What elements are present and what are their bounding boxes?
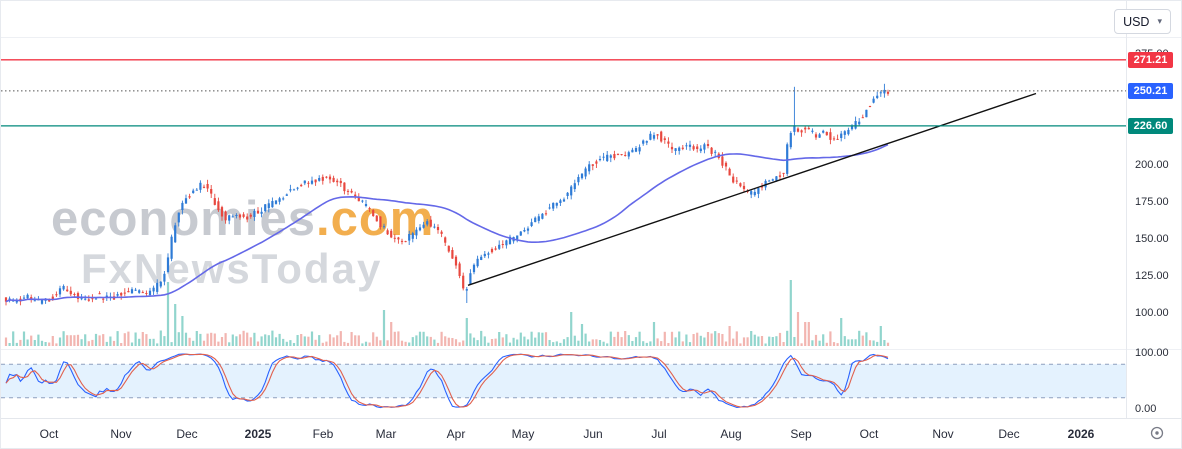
time-axis-label: Nov <box>932 427 954 441</box>
time-axis-label: Mar <box>375 427 397 441</box>
volume-bars <box>4 280 890 346</box>
oscillator-axis-label: 0.00 <box>1135 403 1157 415</box>
oscillator-band <box>1 363 1126 399</box>
stochastic-d-line <box>5 353 889 408</box>
time-axis-label: 2026 <box>1067 427 1095 441</box>
currency-selector[interactable]: USD ▾ <box>1114 9 1171 34</box>
price-chart-canvas[interactable] <box>1 1 1126 418</box>
price-level-badge: 250.21 <box>1128 82 1173 99</box>
oscillator-axis-label: 100.00 <box>1135 347 1169 359</box>
price-axis[interactable]: 275.00200.00175.00150.00125.00100.00100.… <box>1126 1 1181 418</box>
price-axis-label: 150.00 <box>1135 233 1169 246</box>
time-axis-label: Dec <box>998 427 1020 441</box>
candles <box>4 83 890 306</box>
moving-average <box>5 143 889 303</box>
time-axis-label: Apr <box>446 427 466 441</box>
price-level-badge: 271.21 <box>1128 51 1173 68</box>
go-to-realtime-button[interactable] <box>1149 425 1165 441</box>
time-axis-label: Jun <box>583 427 603 441</box>
price-level-badge: 226.60 <box>1128 117 1173 134</box>
trendline-layer[interactable] <box>467 92 1037 286</box>
price-axis-label: 175.00 <box>1135 196 1169 209</box>
time-axis-label: Dec <box>176 427 198 441</box>
price-axis-label: 125.00 <box>1135 270 1169 283</box>
price-axis-label: 100.00 <box>1135 307 1169 320</box>
price-level-lines[interactable] <box>1 59 1126 127</box>
oscillator-lines <box>5 353 889 409</box>
time-axis[interactable]: Oct Nov Dec 2025 Feb Mar Apr May Jun Jul Aug Sep Oct… <box>1 418 1181 448</box>
target-circle-icon <box>1150 426 1164 440</box>
currency-selector-value: USD <box>1123 14 1150 29</box>
time-axis-label: Oct <box>39 427 59 441</box>
time-axis-label: Oct <box>859 427 879 441</box>
time-axis-label: Aug <box>720 427 742 441</box>
pane-separator <box>1 349 1181 350</box>
topbar-separator <box>1 37 1181 38</box>
ascending-trendline <box>467 92 1037 286</box>
time-axis-label: Sep <box>790 427 812 441</box>
time-axis-label: Jul <box>651 427 667 441</box>
chevron-down-icon: ▾ <box>1157 16 1162 26</box>
time-axis-label: Feb <box>312 427 334 441</box>
time-axis-label: May <box>511 427 535 441</box>
time-axis-label: Nov <box>110 427 132 441</box>
price-axis-label: 200.00 <box>1135 159 1169 172</box>
time-axis-label: 2025 <box>244 427 272 441</box>
moving-average-line <box>5 143 889 303</box>
